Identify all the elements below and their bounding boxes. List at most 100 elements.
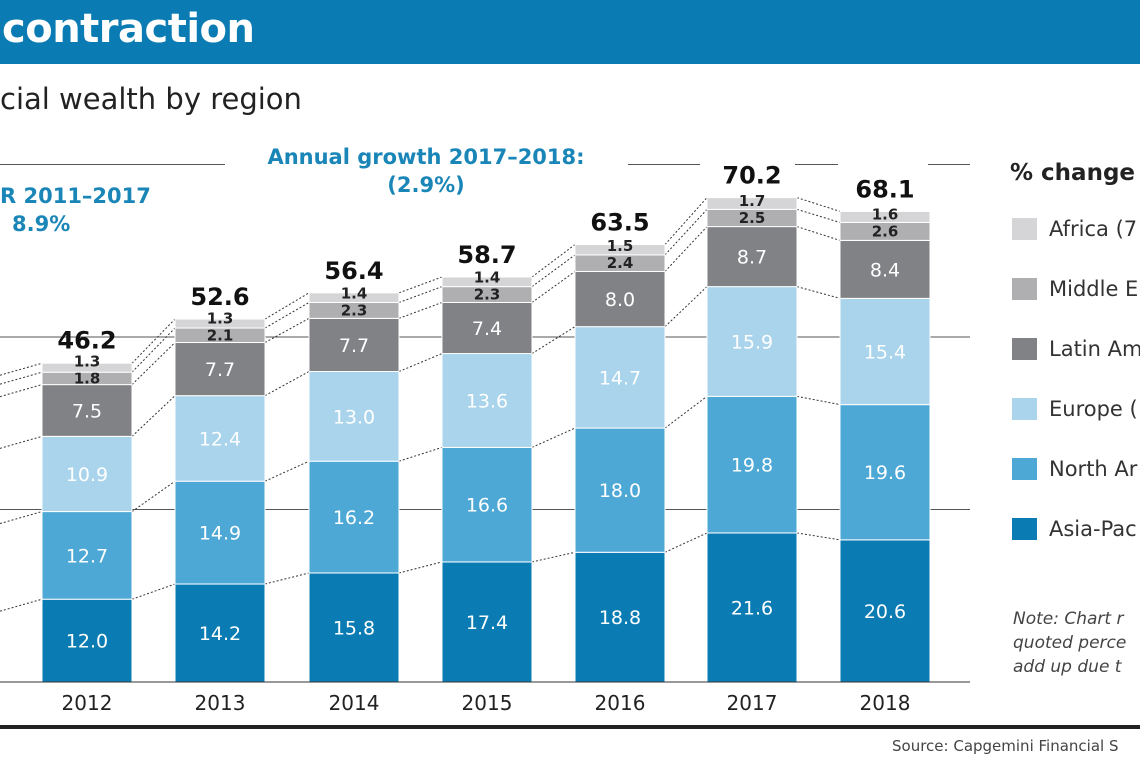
- data-label: 1.7: [739, 192, 766, 210]
- data-label: 18.0: [599, 480, 641, 502]
- bar-segment: [441, 561, 533, 683]
- legend-item: Latin Am: [1012, 336, 1140, 362]
- legend-title: % change: [1010, 160, 1136, 186]
- legend-label: Africa (7: [1049, 217, 1138, 241]
- bar-segment: [839, 297, 931, 406]
- connector-line: [796, 226, 841, 241]
- bar-segment: [441, 446, 533, 563]
- connector-line: [664, 532, 708, 553]
- connector-line: [398, 276, 443, 294]
- connector-line: [0, 384, 43, 398]
- bar-segment: [706, 226, 798, 288]
- data-label: 7.4: [472, 318, 502, 340]
- bottom-rule: [0, 725, 1140, 729]
- connector-line: [531, 427, 576, 448]
- connector-line: [531, 551, 576, 563]
- legend-swatch: [1012, 218, 1037, 240]
- total-label: 68.1: [855, 175, 914, 203]
- total-label: 70.2: [722, 162, 781, 190]
- connector-line: [796, 197, 841, 212]
- legend-label: Middle E: [1049, 277, 1139, 301]
- legend-item: Asia-Pac: [1012, 516, 1137, 542]
- data-label: 13.6: [466, 390, 508, 412]
- connector-line: [398, 446, 443, 462]
- total-label: 63.5: [590, 209, 649, 237]
- legend-item: Middle E: [1012, 276, 1138, 302]
- stacked-bar-chart: 12.012.710.97.51.81.346.2201214.214.912.…: [0, 162, 970, 715]
- legend-swatch: [1012, 518, 1037, 540]
- data-label: 16.2: [333, 507, 375, 529]
- data-label: 15.4: [864, 341, 906, 363]
- data-label: 2.3: [341, 301, 368, 319]
- connector-line: [131, 327, 176, 373]
- connector-line: [531, 326, 576, 354]
- x-tick-label: 2014: [329, 691, 380, 715]
- chart-subtitle: cial wealth by region: [0, 82, 302, 116]
- data-label: 7.7: [205, 359, 235, 381]
- data-label: 2.5: [739, 209, 766, 227]
- data-label: 15.9: [731, 331, 773, 353]
- chart-note: Note: Chart r quoted perce add up due t: [1013, 607, 1126, 679]
- connector-line: [131, 583, 176, 600]
- bar-segment: [308, 317, 400, 372]
- bar-segment: [574, 427, 666, 553]
- legend-label: North Ar: [1049, 457, 1138, 481]
- connector-line: [531, 271, 576, 303]
- bar-segment: [706, 532, 798, 683]
- data-label: 1.6: [872, 205, 899, 223]
- bar-segment: [574, 326, 666, 429]
- connector-line: [0, 371, 43, 385]
- data-label: 18.8: [599, 607, 641, 629]
- annual-growth-label: Annual growth 2017–2018:: [267, 145, 585, 169]
- x-tick-label: 2013: [195, 691, 246, 715]
- data-label: 12.0: [66, 631, 108, 653]
- cagr-value: 8.9%: [12, 212, 71, 236]
- bar-segment: [41, 598, 133, 683]
- bar-segment: [706, 197, 798, 210]
- bar-segment: [574, 551, 666, 683]
- legend-label: Europe (: [1049, 397, 1138, 421]
- x-tick-label: 2017: [727, 691, 778, 715]
- data-label: 1.5: [607, 237, 634, 255]
- connector-line: [398, 561, 443, 574]
- connector-line: [664, 395, 708, 429]
- connector-line: [131, 395, 176, 437]
- data-label: 8.4: [870, 259, 900, 281]
- bar-segment: [839, 404, 931, 541]
- data-label: 7.5: [72, 400, 102, 422]
- bar-segment: [308, 292, 400, 303]
- data-label: 19.6: [864, 462, 906, 484]
- connector-line: [531, 254, 576, 288]
- cagr-annotation: R 2011–2017 8.9%: [0, 182, 160, 238]
- connector-line: [664, 286, 708, 328]
- annual-growth-value: (2.9%): [387, 173, 465, 197]
- note-line: quoted perce: [1013, 633, 1127, 653]
- legend-swatch: [1012, 398, 1037, 420]
- bar-segment: [839, 539, 931, 683]
- data-label: 19.8: [731, 455, 773, 477]
- connector-line: [796, 532, 841, 541]
- connector-line: [264, 302, 310, 329]
- bar-segment: [839, 239, 931, 299]
- data-label: 1.3: [74, 352, 101, 370]
- data-label: 14.2: [199, 623, 241, 645]
- connector-line: [264, 371, 310, 397]
- bar-segment: [41, 362, 133, 373]
- connector-line: [131, 480, 176, 512]
- x-tick-label: 2015: [462, 691, 513, 715]
- header-bar: contraction: [0, 0, 1140, 64]
- connector-line: [664, 209, 708, 256]
- bar-segment: [574, 270, 666, 328]
- connector-line: [264, 317, 310, 343]
- connector-line: [0, 435, 43, 449]
- bar-segment: [706, 395, 798, 534]
- connector-line: [664, 197, 708, 245]
- x-tick-label: 2012: [62, 691, 113, 715]
- legend-swatch: [1012, 338, 1037, 360]
- connector-line: [398, 286, 443, 303]
- x-tick-label: 2018: [860, 691, 911, 715]
- legend-label: Latin Am: [1049, 337, 1140, 361]
- connector-line: [131, 342, 176, 385]
- connector-line: [264, 292, 310, 320]
- connector-line: [0, 362, 43, 376]
